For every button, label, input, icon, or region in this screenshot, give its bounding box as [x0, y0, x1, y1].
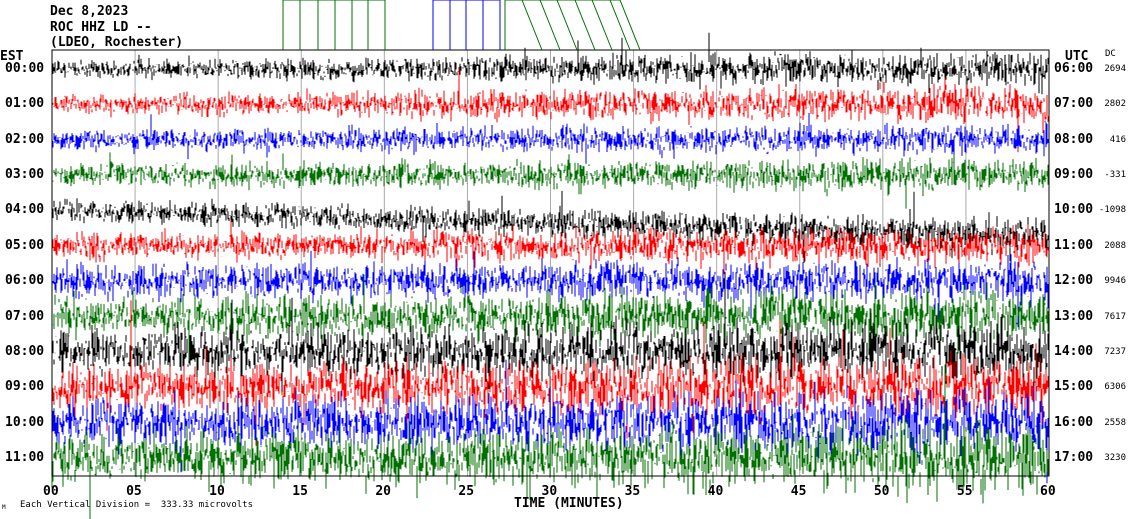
est-label: 11:00 — [5, 449, 45, 465]
dc-value: 2802 — [1104, 99, 1126, 110]
utc-label: 14:00 — [1054, 343, 1094, 359]
est-label: 04:00 — [5, 202, 45, 218]
utc-label: 17:00 — [1054, 449, 1094, 465]
network-label: (LDEO, Rochester) — [50, 35, 184, 50]
x-tick-label: 20 — [375, 484, 391, 499]
est-label: 03:00 — [5, 167, 45, 183]
date-label: Dec 8,2023 — [50, 4, 129, 19]
est-label: 07:00 — [5, 308, 45, 324]
dc-value: 3230 — [1104, 452, 1126, 463]
x-tick-label: 30 — [541, 484, 558, 499]
x-tick-label: 35 — [624, 484, 641, 499]
x-tick-label: 00 — [43, 484, 59, 499]
event-marker — [521, 0, 543, 51]
x-tick-label: 60 — [1040, 484, 1056, 499]
x-tick-label: 25 — [458, 484, 475, 499]
est-axis-title: EST — [0, 49, 24, 64]
utc-label: 08:00 — [1054, 131, 1094, 147]
dc-value: 2558 — [1104, 417, 1126, 428]
x-tick-label: 15 — [292, 484, 308, 499]
event-marker — [591, 0, 613, 51]
est-label: 06:00 — [5, 273, 45, 289]
corner-mark: M — [2, 504, 6, 511]
x-tick-label: 40 — [707, 484, 724, 499]
x-tick-label: 50 — [873, 484, 890, 499]
dc-value: 9946 — [1104, 276, 1126, 287]
dc-value: 7617 — [1104, 311, 1126, 322]
dc-value: 416 — [1109, 134, 1126, 145]
est-label: 10:00 — [5, 414, 45, 430]
dc-value: -331 — [1104, 170, 1126, 181]
scale-note: Each Vertical Division = 333.33 microvol… — [20, 500, 253, 510]
est-label: 05:00 — [5, 237, 45, 253]
event-marker — [574, 0, 596, 51]
utc-axis-title: UTC — [1065, 49, 1089, 64]
event-marker — [609, 0, 631, 51]
event-marker — [539, 0, 561, 51]
utc-label: 13:00 — [1054, 308, 1094, 324]
dc-value: 2694 — [1104, 64, 1126, 74]
x-tick-label: 05 — [126, 484, 142, 499]
plot-frame — [51, 49, 1050, 477]
est-label: 02:00 — [5, 131, 45, 147]
utc-label: 11:00 — [1054, 237, 1094, 253]
est-label: 00:00 — [5, 61, 45, 76]
utc-label: 15:00 — [1054, 379, 1094, 395]
utc-label: 10:00 — [1054, 202, 1094, 218]
utc-label: 16:00 — [1054, 414, 1094, 430]
est-label: 08:00 — [5, 343, 45, 359]
dc-value: 2088 — [1104, 240, 1126, 251]
est-label: 09:00 — [5, 379, 45, 395]
event-marker — [619, 0, 641, 51]
dc-title: DC — [1105, 49, 1116, 59]
utc-label: 12:00 — [1054, 273, 1094, 289]
x-tick-label: 10 — [209, 484, 225, 499]
utc-label: 09:00 — [1054, 167, 1094, 183]
x-axis-title: TIME (MINUTES) — [514, 496, 624, 511]
dc-value: 7237 — [1104, 346, 1126, 357]
x-tick-label: 55 — [956, 484, 973, 499]
utc-label: 07:00 — [1054, 96, 1094, 112]
event-marker — [556, 0, 578, 51]
x-tick-label: 45 — [790, 484, 807, 499]
dc-value: -1098 — [1098, 205, 1126, 216]
station-label: ROC HHZ LD -- — [50, 20, 152, 35]
dc-value: 6306 — [1104, 382, 1126, 393]
utc-label: 06:00 — [1054, 61, 1094, 76]
est-label: 01:00 — [5, 96, 45, 112]
